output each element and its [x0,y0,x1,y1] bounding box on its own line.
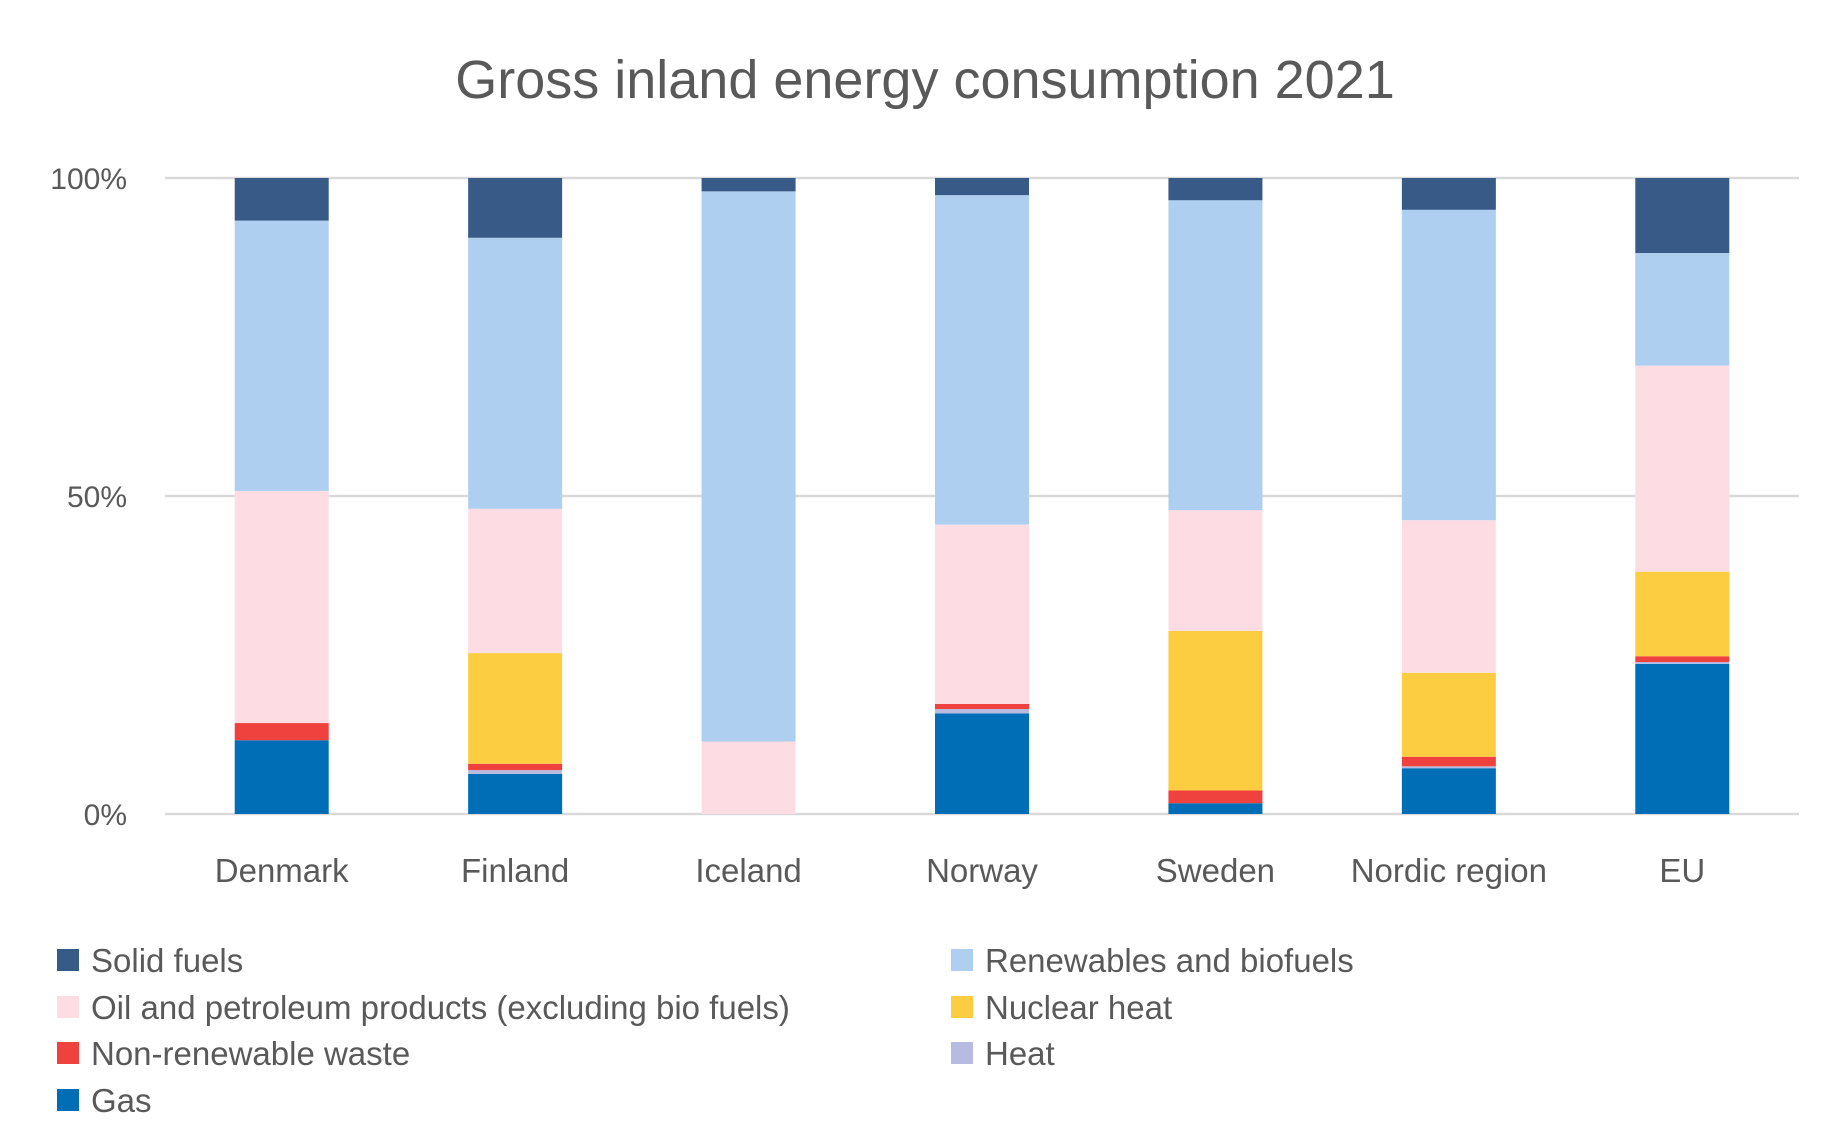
bar-segment-solid-fuels [468,178,563,238]
bar-stack-norway [935,178,1029,814]
bar-segment-oil-and-petroleum-products-excluding-bio-fuels [1168,509,1263,631]
bar-segment-non-renewable-waste [234,723,329,741]
bar-segment-oil-and-petroleum-products-excluding-bio-fuels [701,741,796,814]
bar-stack-denmark [234,178,329,814]
legend-item: Nuclear heat [951,989,1172,1026]
bar-stack-nordic-region [1401,178,1496,814]
legend-swatch [951,949,973,971]
bar-segment-renewables-and-biofuels [701,191,796,742]
bar-segment-nuclear-heat [1401,672,1496,757]
y-tick-label: 0% [84,799,127,832]
bar-segment-gas [1168,803,1263,814]
bar-stack-sweden [1168,178,1263,814]
bar-segment-oil-and-petroleum-products-excluding-bio-fuels [468,508,563,654]
bar-segment-renewables-and-biofuels [1635,253,1730,366]
bar-segment-gas [1635,663,1730,814]
y-tick-label: 100% [50,163,127,196]
x-axis-ticks: Denmark Finland Iceland Norway Sweden Nordic … [215,852,1705,889]
bars [234,178,1730,814]
bar-segment-non-renewable-waste [468,763,563,771]
bar-segment-solid-fuels [1168,178,1263,201]
bar-segment-oil-and-petroleum-products-excluding-bio-fuels [935,524,1029,704]
legend-label: Heat [985,1035,1055,1072]
bar-segment-heat [1635,661,1730,664]
legend-label: Oil and petroleum products (excluding bi… [91,989,790,1026]
legend-swatch [57,1089,79,1111]
bar-segment-solid-fuels [701,178,796,192]
bar-segment-gas [935,713,1029,814]
x-tick-label: Iceland [695,852,801,889]
bar-segment-renewables-and-biofuels [468,237,563,509]
x-tick-label: Sweden [1156,852,1275,889]
bar-segment-solid-fuels [1401,178,1496,210]
bar-segment-nuclear-heat [468,653,563,764]
bar-segment-oil-and-petroleum-products-excluding-bio-fuels [234,490,329,724]
bar-segment-renewables-and-biofuels [1401,209,1496,521]
bar-segment-non-renewable-waste [1401,756,1496,767]
legend-item: Heat [951,1035,1055,1072]
bar-segment-solid-fuels [935,178,1029,196]
legend-swatch [57,996,79,1018]
legend-swatch [57,1042,79,1064]
bar-segment-heat [1401,766,1496,769]
x-tick-label: Finland [461,852,569,889]
bar-segment-non-renewable-waste [1635,656,1730,662]
legend: Solid fuels Renewables and biofuels Oil an… [57,942,1354,1119]
bar-segment-nuclear-heat [1168,630,1263,791]
bar-stack-finland [468,178,563,814]
legend-swatch [951,996,973,1018]
legend-swatch [57,949,79,971]
legend-label: Gas [91,1082,152,1119]
bar-segment-renewables-and-biofuels [935,195,1029,525]
legend-label: Nuclear heat [985,989,1172,1026]
x-tick-label: Denmark [215,852,349,889]
y-tick-label: 50% [67,481,127,514]
bar-segment-oil-and-petroleum-products-excluding-bio-fuels [1635,365,1730,572]
x-tick-label: Norway [926,852,1038,889]
bar-segment-solid-fuels [1635,178,1730,254]
legend-item: Oil and petroleum products (excluding bi… [57,989,790,1026]
bar-segment-heat [935,709,1029,714]
legend-label: Renewables and biofuels [985,942,1354,979]
legend-swatch [951,1042,973,1064]
chart-title: Gross inland energy consumption 2021 [455,50,1395,110]
bar-segment-oil-and-petroleum-products-excluding-bio-fuels [1401,520,1496,673]
bar-segment-heat [468,770,563,774]
legend-item: Renewables and biofuels [951,942,1354,979]
bar-segment-non-renewable-waste [935,703,1029,710]
x-tick-label: EU [1659,852,1705,889]
bar-stack-eu [1635,178,1730,814]
legend-item: Non-renewable waste [57,1035,410,1072]
bar-segment-nuclear-heat [1635,571,1730,657]
bar-segment-renewables-and-biofuels [234,220,329,491]
bar-segment-gas [234,740,329,814]
legend-label: Non-renewable waste [91,1035,410,1072]
bar-segment-gas [468,773,563,814]
bar-segment-gas [1401,768,1496,814]
bar-segment-solid-fuels [234,178,329,221]
bar-segment-renewables-and-biofuels [1168,200,1263,510]
legend-item: Gas [57,1082,152,1119]
bar-segment-non-renewable-waste [1168,790,1263,804]
legend-item: Solid fuels [57,942,243,979]
bar-stack-iceland [701,178,796,814]
x-tick-label: Nordic region [1351,852,1547,889]
y-axis-ticks: 0% 50% 100% [50,163,127,832]
legend-label: Solid fuels [91,942,243,979]
